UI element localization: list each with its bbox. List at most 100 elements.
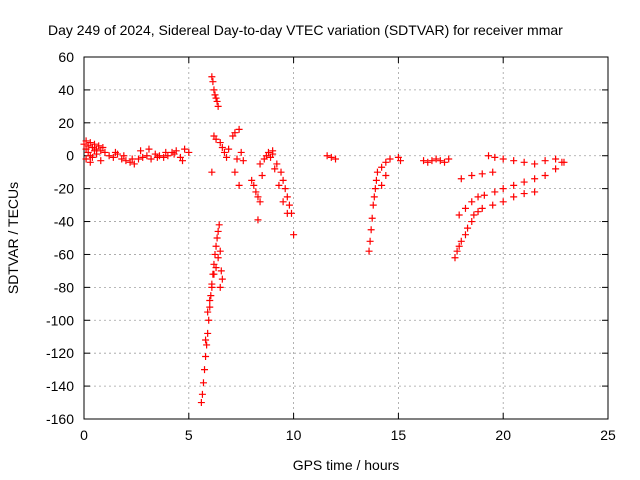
data-point bbox=[269, 150, 277, 158]
data-point bbox=[208, 73, 216, 81]
plot-frame bbox=[83, 56, 609, 420]
x-axis: 0 5 10 15 20 25 bbox=[80, 57, 616, 443]
data-point bbox=[499, 185, 507, 193]
data-point bbox=[216, 283, 224, 291]
data-point bbox=[254, 193, 262, 201]
data-point bbox=[248, 176, 256, 184]
data-point bbox=[552, 155, 560, 163]
data-point bbox=[213, 97, 221, 105]
y-tick-label: 40 bbox=[58, 82, 74, 98]
data-point bbox=[371, 185, 379, 193]
data-point bbox=[457, 175, 465, 183]
data-point bbox=[134, 155, 142, 163]
data-point bbox=[162, 148, 170, 156]
data-point bbox=[461, 204, 469, 212]
data-point bbox=[201, 366, 209, 374]
data-point bbox=[111, 148, 119, 156]
data-point bbox=[499, 155, 507, 163]
y-tick-label: -100 bbox=[46, 312, 74, 328]
data-point bbox=[264, 148, 272, 156]
data-point bbox=[420, 157, 428, 165]
data-point bbox=[82, 145, 90, 153]
data-point bbox=[281, 185, 289, 193]
series-streak-upper bbox=[455, 158, 568, 219]
data-point bbox=[254, 216, 262, 224]
data-point bbox=[82, 155, 90, 163]
data-point bbox=[510, 157, 518, 165]
y-tick-label: 0 bbox=[66, 148, 74, 164]
data-point bbox=[97, 157, 105, 165]
data-point bbox=[205, 316, 213, 324]
data-point bbox=[279, 176, 287, 184]
data-point bbox=[147, 155, 155, 163]
x-axis-label: GPS time / hours bbox=[293, 457, 400, 473]
data-point bbox=[470, 211, 478, 219]
data-point bbox=[424, 158, 432, 166]
data-point bbox=[214, 227, 222, 235]
data-point bbox=[464, 224, 472, 232]
data-point bbox=[82, 137, 90, 145]
series-cluster-7h bbox=[208, 125, 247, 189]
data-point bbox=[489, 168, 497, 176]
data-point bbox=[372, 176, 380, 184]
x-tick-label: 10 bbox=[286, 427, 302, 443]
data-point bbox=[520, 178, 528, 186]
data-point bbox=[99, 144, 107, 151]
y-tick-label: -40 bbox=[54, 214, 74, 230]
data-point bbox=[233, 155, 241, 163]
series-streak-lower bbox=[451, 188, 539, 262]
data-point bbox=[145, 145, 153, 153]
data-point bbox=[231, 168, 239, 176]
data-point bbox=[489, 201, 497, 209]
data-point bbox=[520, 158, 528, 166]
data-point bbox=[137, 147, 145, 155]
data-point bbox=[209, 78, 217, 86]
data-point bbox=[220, 148, 228, 156]
data-point bbox=[436, 157, 444, 165]
data-point bbox=[239, 157, 247, 165]
data-point bbox=[143, 152, 151, 160]
data-point bbox=[231, 129, 239, 137]
data-point bbox=[256, 198, 264, 206]
data-point bbox=[207, 292, 215, 300]
data-point bbox=[474, 193, 482, 201]
data-point bbox=[558, 158, 566, 166]
data-point bbox=[206, 303, 214, 311]
data-point bbox=[478, 204, 486, 212]
data-point bbox=[258, 171, 266, 179]
data-point bbox=[199, 379, 207, 387]
data-point bbox=[531, 160, 539, 168]
data-point bbox=[212, 264, 220, 272]
data-point bbox=[455, 242, 463, 250]
data-point bbox=[468, 198, 476, 206]
data-point bbox=[480, 191, 488, 199]
y-tick-label: -120 bbox=[46, 345, 74, 361]
data-point bbox=[198, 390, 206, 398]
data-point bbox=[283, 209, 291, 217]
data-point bbox=[285, 201, 293, 209]
y-axis-label: SDTVAR / TECUs bbox=[5, 182, 21, 294]
data-point bbox=[204, 329, 212, 337]
x-tick-label: 15 bbox=[391, 427, 407, 443]
series-cluster-16-17h bbox=[420, 155, 453, 166]
data-point bbox=[445, 155, 453, 163]
data-point bbox=[88, 153, 96, 161]
y-tick-label: -60 bbox=[54, 246, 74, 262]
data-point bbox=[160, 153, 168, 161]
data-point bbox=[441, 158, 449, 166]
data-point bbox=[386, 155, 394, 163]
data-point bbox=[510, 193, 518, 201]
data-point bbox=[202, 336, 210, 344]
data-point bbox=[214, 102, 222, 110]
data-point bbox=[225, 145, 233, 153]
data-point bbox=[93, 150, 101, 158]
series-cluster-morning bbox=[105, 145, 193, 168]
data-point bbox=[323, 152, 331, 160]
data-point bbox=[153, 153, 161, 161]
data-point bbox=[373, 168, 381, 176]
data-point bbox=[218, 144, 226, 151]
series-cluster-12h bbox=[323, 152, 340, 163]
y-tick-label: 60 bbox=[58, 49, 74, 65]
data-point bbox=[213, 234, 221, 242]
